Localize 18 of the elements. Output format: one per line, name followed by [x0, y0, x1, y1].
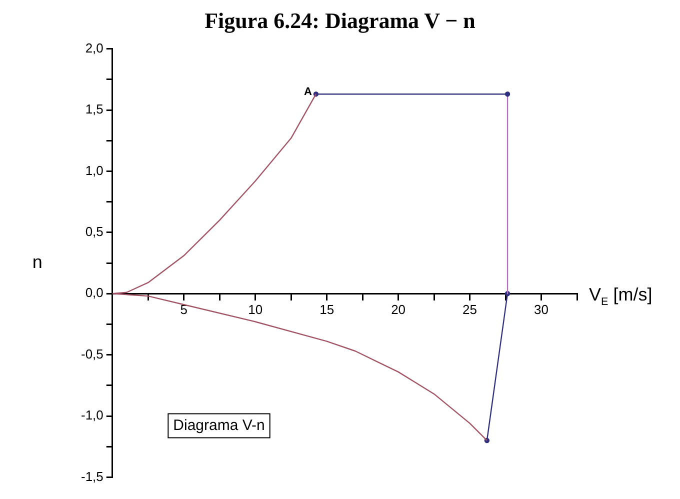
chart-title: Figura 6.24: Diagrama V − n [204, 8, 476, 35]
y-tick-label: 0,0 [85, 285, 104, 300]
annotation: Diagrama V-n [173, 416, 265, 434]
annotation: A [304, 86, 312, 98]
y-tick-label: 1,5 [85, 102, 104, 117]
y-tick-label: 0,5 [85, 224, 104, 239]
y-tick-label: -1,5 [80, 468, 104, 484]
y-tick-label: 1,0 [85, 162, 104, 178]
x-tick-label: 30 [534, 302, 548, 317]
x-tick-label: 25 [462, 302, 478, 317]
y-tick-label: -0,5 [80, 346, 104, 362]
y-axis-title: n [32, 252, 42, 272]
y-tick-label: -1,0 [80, 408, 104, 423]
y-tick-label: 2,0 [85, 40, 104, 56]
x-tick-label: 20 [391, 302, 406, 317]
x-tick-label: 10 [248, 302, 263, 317]
x-tick-label: 15 [320, 302, 334, 317]
x-tick-label: 5 [180, 302, 188, 317]
